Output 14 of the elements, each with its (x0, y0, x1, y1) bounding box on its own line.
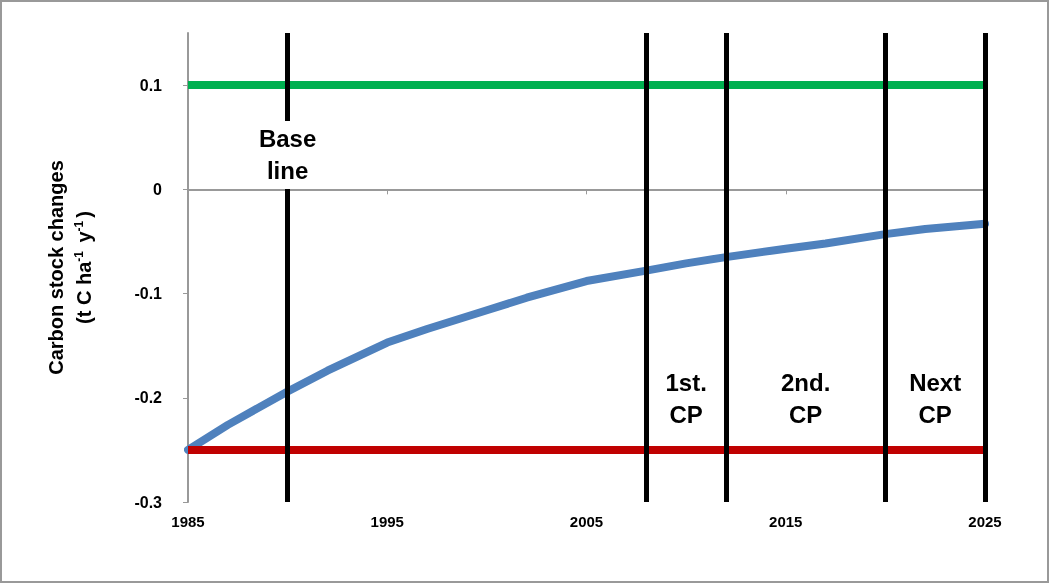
x-tick-label: 2025 (968, 513, 1002, 530)
annotation: 2nd. CP (781, 369, 831, 429)
x-tick-label: 1995 (370, 513, 404, 530)
y-tick-label: 0 (153, 180, 163, 198)
x-tick-label: 2015 (769, 513, 803, 530)
annotation: Base line (258, 125, 317, 185)
x-tick-label: 1985 (171, 513, 205, 530)
y-tick-label: -0.2 (134, 389, 163, 407)
annotation: 1st. CP (665, 369, 707, 429)
x-tick-label: 2005 (569, 513, 604, 530)
y-tick-label: -0.1 (134, 285, 163, 303)
y-tick-label: 0.1 (139, 76, 163, 94)
y-tick-label: -0.3 (134, 493, 163, 511)
annotation: Next CP (909, 369, 962, 429)
